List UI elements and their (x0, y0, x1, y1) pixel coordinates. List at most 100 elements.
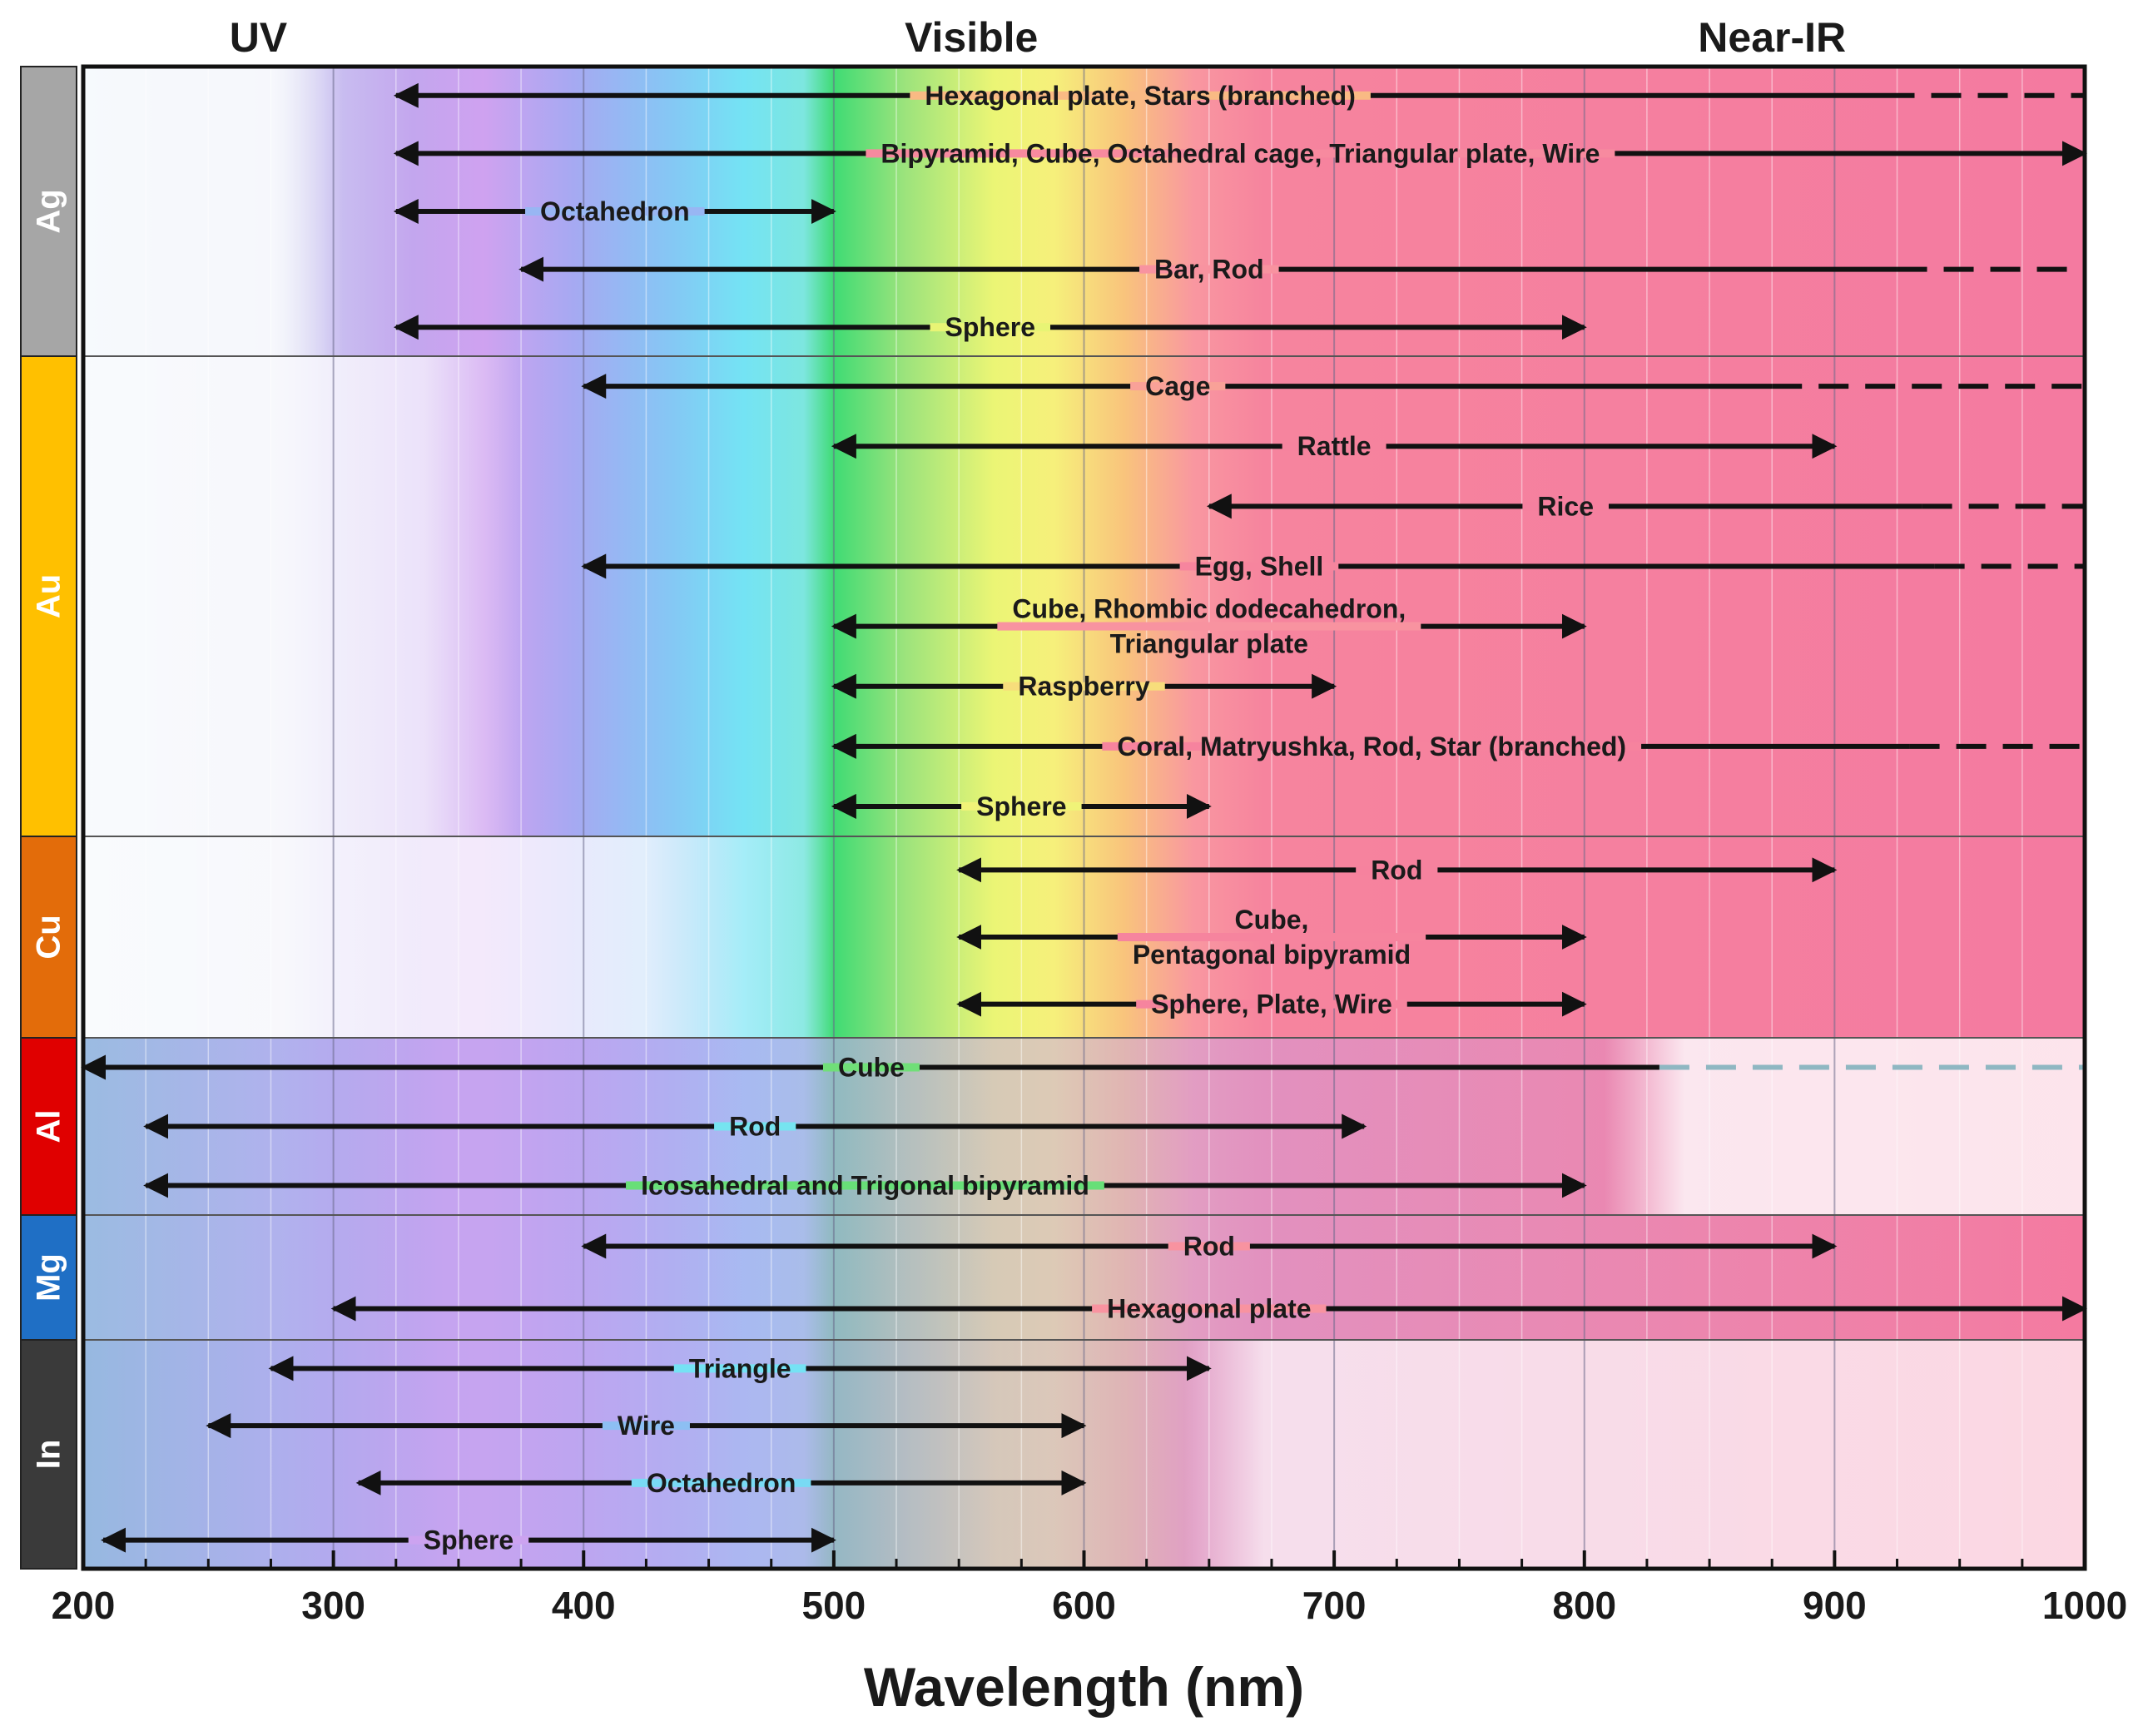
metal-label-al: Al (31, 1110, 67, 1143)
region-title-visible: Visible (905, 14, 1038, 61)
band-label-gap (1168, 1242, 1250, 1251)
region-titles: UV Visible Near-IR (230, 14, 1846, 61)
band-label: Octahedron (540, 196, 690, 226)
band-label-line: Octahedron (647, 1468, 796, 1498)
band-label: Egg, Shell (1195, 551, 1324, 581)
x-axis: 200 300 400 500 600 700 800 900 1000 Wavelength (… (52, 1550, 2127, 1718)
band-label: Hexagonal plate (1107, 1294, 1311, 1324)
band-label-line: Coral, Matryushka, Rod, Star (branched) (1117, 732, 1626, 761)
region-title-near-ir: Near-IR (1698, 14, 1846, 61)
band-label-gap (1092, 1304, 1327, 1313)
metal-strip-mg (20, 1214, 77, 1341)
band-label: Rod (1371, 855, 1422, 885)
band-label: Rod (1183, 1232, 1235, 1262)
band-label: Bipyramid, Cube, Octahedral cage, Triang… (881, 138, 1600, 168)
band-label-line: Rod (729, 1112, 781, 1142)
band-label-line: Rod (1183, 1232, 1235, 1262)
band-label-line: Pentagonal bipyramid (1133, 940, 1411, 970)
band-label-line: Sphere (424, 1525, 513, 1555)
band-label-gap (1356, 866, 1438, 875)
band-label: Sphere (945, 312, 1035, 342)
band-label: Hexagonal plate, Stars (branched) (925, 81, 1355, 111)
x-tick-label: 400 (552, 1584, 616, 1627)
x-tick-label: 1000 (2042, 1584, 2127, 1627)
band-label-gap (673, 1364, 806, 1373)
band-label-line: Rod (1371, 855, 1422, 885)
band-label-line: Hexagonal plate, Stars (branched) (925, 81, 1355, 111)
band-label-gap (626, 1181, 1104, 1190)
x-tick-label: 800 (1552, 1584, 1616, 1627)
band-label-gap (1522, 502, 1609, 511)
band-label-line: Cube, (1235, 905, 1309, 935)
metal-strip-al (20, 1037, 77, 1216)
x-tick-label: 600 (1052, 1584, 1116, 1627)
band-label: Octahedron (647, 1468, 796, 1498)
band-label-gap (961, 801, 1082, 811)
band-label: Coral, Matryushka, Rod, Star (branched) (1117, 732, 1626, 761)
metal-label-in: In (31, 1440, 67, 1470)
region-title-uv: UV (230, 14, 288, 61)
band-label-gap (1102, 742, 1642, 751)
band-label-gap (1282, 442, 1387, 451)
band-label-gap (408, 1535, 529, 1545)
band-label: Triangle (689, 1353, 791, 1383)
band-label: Rod (729, 1112, 781, 1142)
band-label: Rattle (1297, 431, 1372, 461)
band-label: Icosahedral and Trigonal bipyramid (641, 1171, 1089, 1201)
band-label: Sphere (976, 791, 1066, 821)
band-label-gap (525, 207, 705, 216)
band-label-gap (631, 1478, 811, 1487)
band-label-gap (602, 1421, 690, 1431)
band-label-line: Wire (618, 1411, 675, 1441)
band-label-gap (1117, 933, 1426, 941)
band-label-line: Sphere (945, 312, 1035, 342)
band-label-line: Egg, Shell (1195, 551, 1324, 581)
metal-labels: Ag Au Cu Al Mg In (20, 66, 77, 1570)
band-label-gap (714, 1122, 796, 1131)
band-label-line: Triangle (689, 1353, 791, 1383)
band-label-gap (910, 91, 1371, 100)
band-label-line: Octahedron (540, 196, 690, 226)
x-tick-label: 500 (802, 1584, 866, 1627)
band-label-line: Bar, Rod (1154, 255, 1264, 285)
band-label-line: Bipyramid, Cube, Octahedral cage, Triang… (881, 138, 1600, 168)
band-label-line: Triangular plate (1110, 629, 1308, 659)
band-label-gap (822, 1063, 920, 1072)
x-tick-label: 300 (301, 1584, 365, 1627)
band-label-gap (1003, 682, 1165, 691)
band-label-gap (1179, 562, 1339, 571)
band-label-gap (1130, 382, 1226, 391)
band-label-gap (1139, 265, 1279, 274)
band-label: Rice (1537, 491, 1594, 521)
band-label-line: Rattle (1297, 431, 1372, 461)
x-tick-label: 900 (1803, 1584, 1867, 1627)
metal-strip-au (20, 355, 77, 837)
metal-label-ag: Ag (31, 189, 67, 233)
band-label-gap (1136, 999, 1407, 1009)
band-label-line: Icosahedral and Trigonal bipyramid (641, 1171, 1089, 1201)
metal-label-mg: Mg (31, 1253, 67, 1302)
band-label: Cube, Rhombic dodecahedron, Triangular pl… (1012, 594, 1406, 659)
band-label-line: Rice (1537, 491, 1594, 521)
x-axis-title: Wavelength (nm) (864, 1656, 1304, 1718)
metal-label-au: Au (31, 574, 67, 618)
band-label-line: Cage (1145, 371, 1210, 401)
x-tick-label: 700 (1302, 1584, 1367, 1627)
band-label-line: Sphere (976, 791, 1066, 821)
band-label: Raspberry (1018, 672, 1150, 702)
band-label-line: Sphere, Plate, Wire (1151, 990, 1392, 1019)
metal-label-cu: Cu (31, 915, 67, 959)
band-label: Sphere, Plate, Wire (1151, 990, 1392, 1019)
band-label: Bar, Rod (1154, 255, 1264, 285)
band-label: Cube (838, 1053, 905, 1083)
band-label: Cube, Pentagonal bipyramid (1133, 905, 1411, 970)
band-label-gap (997, 622, 1421, 631)
band-label: Wire (618, 1411, 675, 1441)
wavelength-bands: Hexagonal plate, Stars (branched) Bipyram… (81, 81, 2087, 1555)
metal-strip-in (20, 1339, 77, 1570)
band-label-line: Raspberry (1018, 672, 1150, 702)
band-label-gap (866, 149, 1615, 158)
band-label: Cage (1145, 371, 1210, 401)
band-label-gap (930, 323, 1051, 332)
